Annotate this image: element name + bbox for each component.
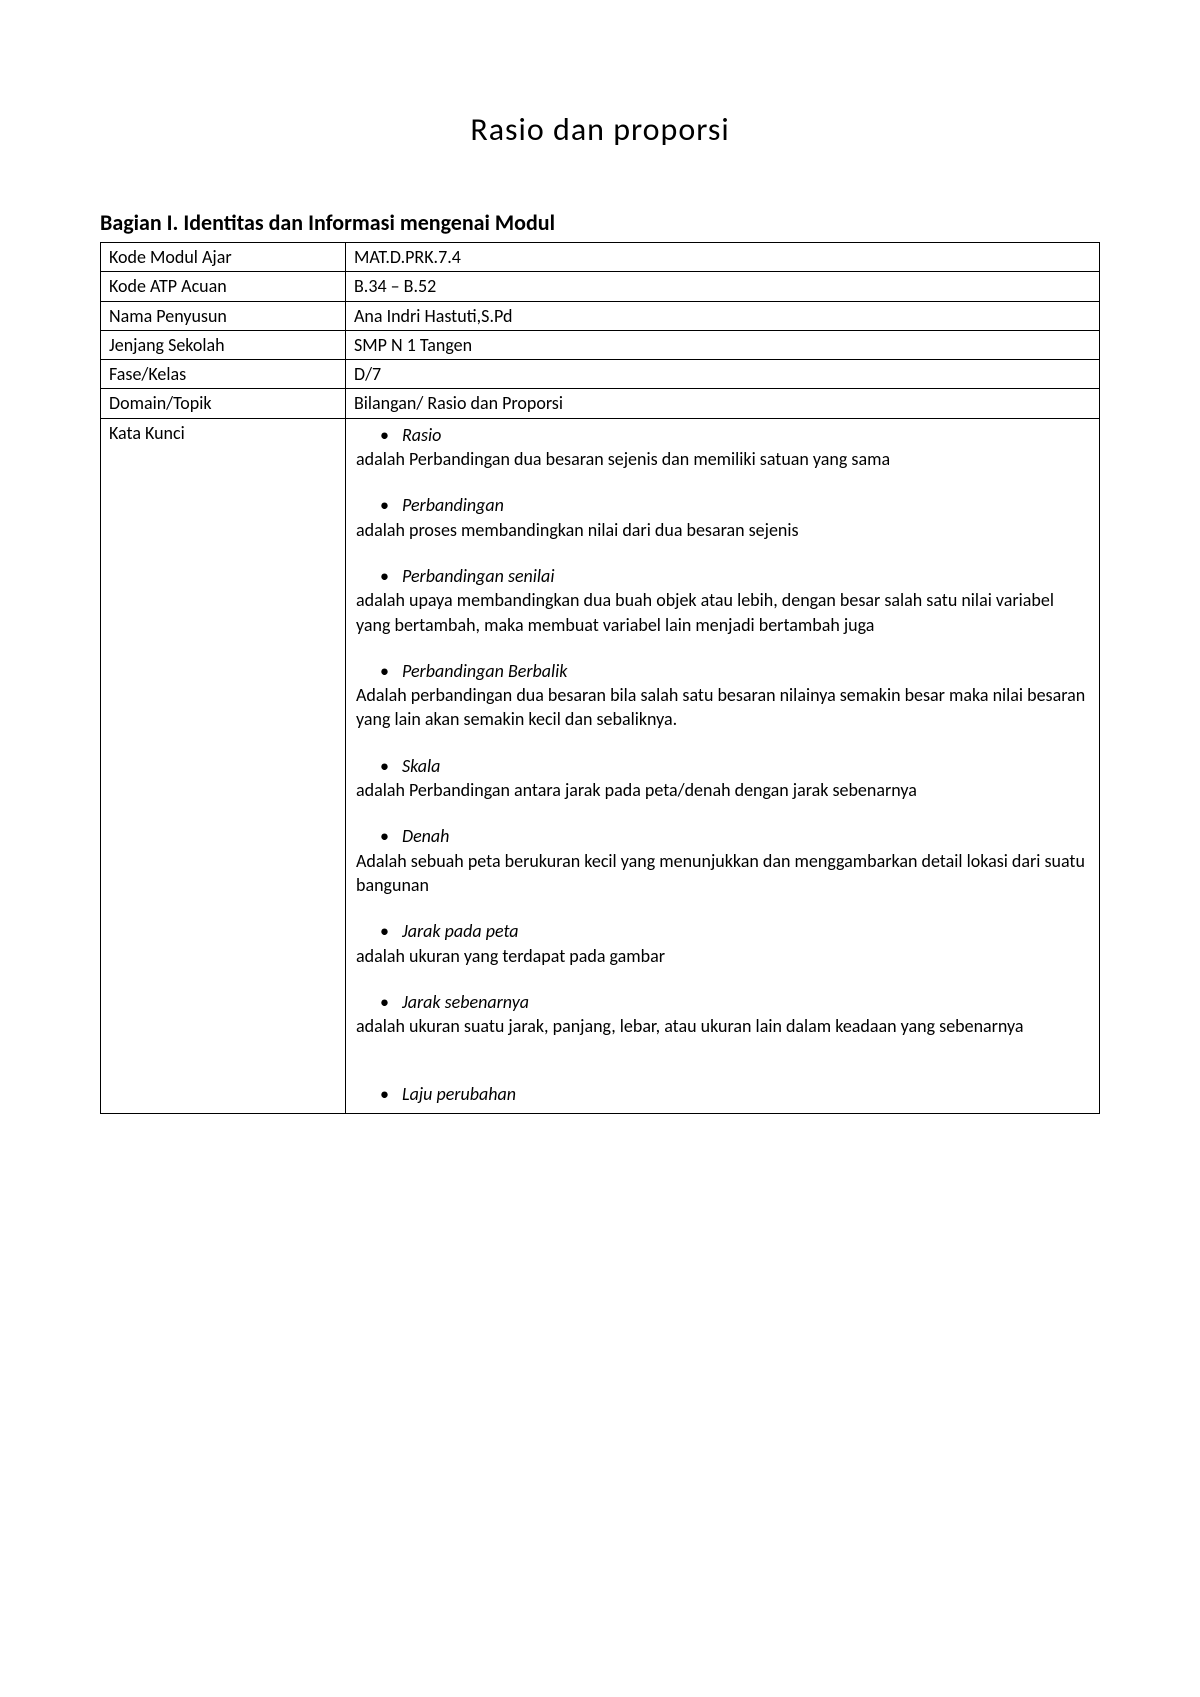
row-value: Ana Indri Hastuti,S.Pd bbox=[346, 301, 1100, 330]
keyword-item: Jarak pada peta adalah ukuran yang terda… bbox=[356, 919, 1089, 968]
keyword-desc: Adalah sebuah peta berukuran kecil yang … bbox=[356, 849, 1089, 898]
row-value: D/7 bbox=[346, 360, 1100, 389]
keyword-term: Jarak pada peta bbox=[402, 920, 519, 942]
row-label: Nama Penyusun bbox=[101, 301, 346, 330]
table-row: Kode Modul Ajar MAT.D.PRK.7.4 bbox=[101, 243, 1100, 272]
keywords-cell: Rasio adalah Perbandingan dua besaran se… bbox=[346, 418, 1100, 1113]
keyword-term: Denah bbox=[402, 825, 449, 847]
keyword-term: Perbandingan Berbalik bbox=[402, 660, 567, 682]
row-label: Jenjang Sekolah bbox=[101, 330, 346, 359]
row-label: Kode ATP Acuan bbox=[101, 272, 346, 301]
keyword-item: Perbandingan senilai adalah upaya memban… bbox=[356, 564, 1089, 637]
keyword-item: Perbandingan Berbalik Adalah perbandinga… bbox=[356, 659, 1089, 732]
section-heading: Bagian I. Identitas dan Informasi mengen… bbox=[100, 209, 1100, 236]
keyword-term: Rasio bbox=[402, 424, 441, 446]
keyword-desc: adalah ukuran yang terdapat pada gambar bbox=[356, 944, 1089, 968]
row-value: Bilangan/ Rasio dan Proporsi bbox=[346, 389, 1100, 418]
keyword-term: Jarak sebenarnya bbox=[402, 991, 529, 1013]
keyword-item: Denah Adalah sebuah peta berukuran kecil… bbox=[356, 824, 1089, 897]
keyword-item: Perbandingan adalah proses membandingkan… bbox=[356, 493, 1089, 542]
table-row: Kode ATP Acuan B.34 – B.52 bbox=[101, 272, 1100, 301]
keyword-item: Laju perubahan bbox=[356, 1082, 1089, 1106]
table-row: Kata Kunci Rasio adalah Perbandingan dua… bbox=[101, 418, 1100, 1113]
row-label: Kode Modul Ajar bbox=[101, 243, 346, 272]
keyword-desc: adalah Perbandingan dua besaran sejenis … bbox=[356, 447, 1089, 471]
row-value: B.34 – B.52 bbox=[346, 272, 1100, 301]
row-label: Domain/Topik bbox=[101, 389, 346, 418]
page-title: Rasio dan proporsi bbox=[100, 110, 1100, 149]
row-label: Kata Kunci bbox=[101, 418, 346, 1113]
keyword-item: Skala adalah Perbandingan antara jarak p… bbox=[356, 754, 1089, 803]
keyword-term: Laju perubahan bbox=[402, 1083, 516, 1105]
keyword-desc: adalah Perbandingan antara jarak pada pe… bbox=[356, 778, 1089, 802]
table-row: Nama Penyusun Ana Indri Hastuti,S.Pd bbox=[101, 301, 1100, 330]
keyword-desc: adalah proses membandingkan nilai dari d… bbox=[356, 518, 1089, 542]
keyword-item: Rasio adalah Perbandingan dua besaran se… bbox=[356, 423, 1089, 472]
keyword-term: Perbandingan senilai bbox=[402, 565, 554, 587]
keyword-item: Jarak sebenarnya adalah ukuran suatu jar… bbox=[356, 990, 1089, 1039]
table-row: Fase/Kelas D/7 bbox=[101, 360, 1100, 389]
row-label: Fase/Kelas bbox=[101, 360, 346, 389]
row-value: SMP N 1 Tangen bbox=[346, 330, 1100, 359]
table-row: Jenjang Sekolah SMP N 1 Tangen bbox=[101, 330, 1100, 359]
info-table: Kode Modul Ajar MAT.D.PRK.7.4 Kode ATP A… bbox=[100, 242, 1100, 1114]
keyword-term: Perbandingan bbox=[402, 494, 504, 516]
keyword-desc: adalah upaya membandingkan dua buah obje… bbox=[356, 588, 1089, 637]
row-value: MAT.D.PRK.7.4 bbox=[346, 243, 1100, 272]
keyword-desc: adalah ukuran suatu jarak, panjang, leba… bbox=[356, 1014, 1089, 1038]
keyword-desc: Adalah perbandingan dua besaran bila sal… bbox=[356, 683, 1089, 732]
keyword-term: Skala bbox=[402, 755, 440, 777]
table-row: Domain/Topik Bilangan/ Rasio dan Propors… bbox=[101, 389, 1100, 418]
